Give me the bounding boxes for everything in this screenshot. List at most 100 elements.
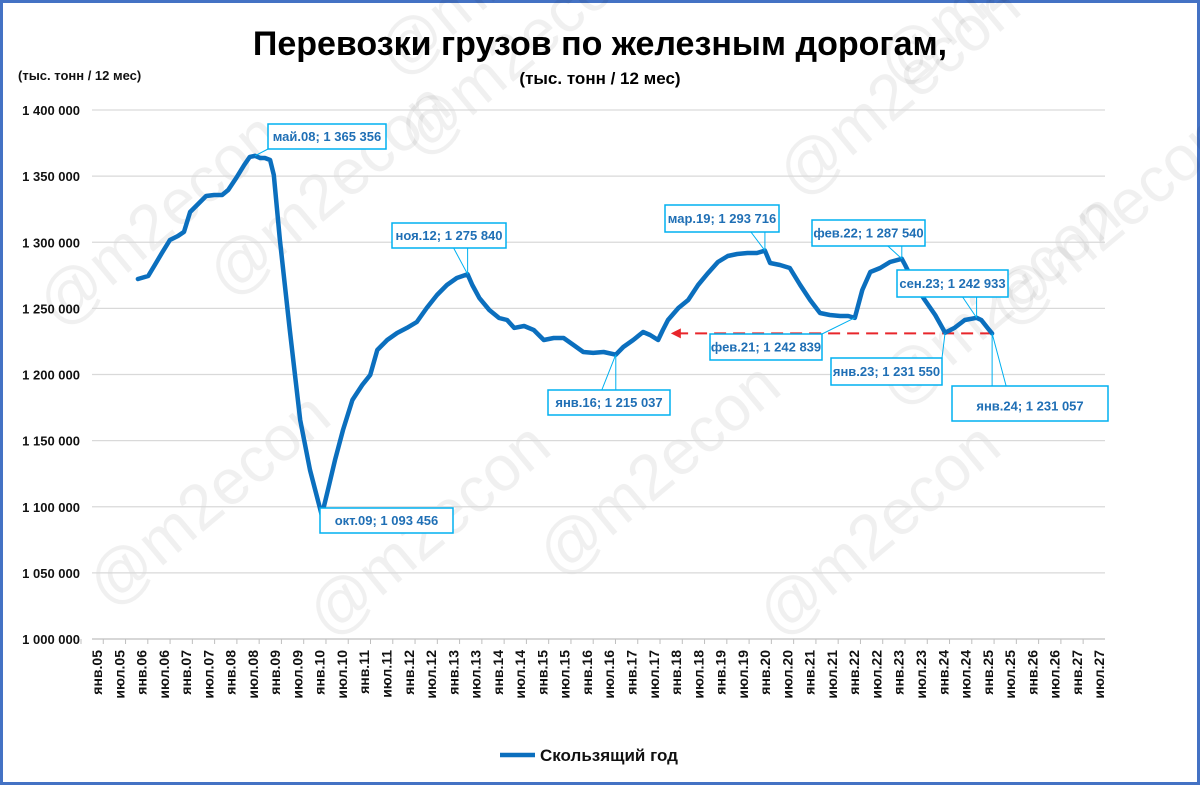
x-tick-label: июл.05 — [111, 650, 127, 699]
x-tick-label: янв.24 — [935, 650, 951, 695]
x-tick-label: янв.19 — [713, 650, 729, 695]
callout-leader — [991, 333, 1007, 387]
y-axis: 1 000 000 1 050 000 1 100 000 1 150 000 1 20… — [22, 103, 80, 647]
data-callout: май.08; 1 365 356 — [254, 123, 387, 157]
x-tick-label: июл.06 — [156, 650, 172, 699]
y-tick-label: 1 300 000 — [22, 235, 80, 250]
x-tick-label: янв.14 — [490, 650, 506, 695]
x-tick-label: янв.21 — [802, 650, 818, 695]
x-tick-label: янв.10 — [312, 650, 328, 695]
y-tick-label: 1 150 000 — [22, 434, 80, 449]
x-tick-label: июл.10 — [334, 650, 350, 699]
data-callout: ноя.12; 1 275 840 — [391, 222, 507, 275]
data-callout: мар.19; 1 293 716 — [664, 204, 780, 251]
x-tick-label: июл.15 — [557, 650, 573, 699]
x-tick-label: янв.09 — [267, 650, 283, 695]
x-tick-label: июл.11 — [379, 650, 395, 698]
callout-box — [547, 389, 671, 416]
callout-leader — [453, 247, 469, 275]
x-tick-label: янв.17 — [623, 650, 639, 695]
callout-leader — [254, 148, 269, 157]
callout-text: янв.23; 1 231 550 — [833, 364, 940, 379]
x-tick-label: янв.15 — [534, 650, 550, 695]
x-tick-label: июл.18 — [690, 650, 706, 699]
callout-leader — [941, 332, 946, 359]
chart-subtitle: (тыс. тонн / 12 мес) — [519, 69, 680, 88]
y-tick-label: 1 000 000 — [22, 632, 80, 647]
callout-text: фев.21; 1 242 839 — [711, 340, 821, 355]
callout-box — [896, 269, 1009, 298]
reference-line — [670, 328, 993, 339]
legend-label: Скользящий год — [540, 746, 678, 765]
x-tick-label: янв.13 — [445, 650, 461, 695]
x-tick-label: янв.06 — [134, 650, 150, 695]
y-tick-label: 1 250 000 — [22, 301, 80, 316]
x-tick-label: июл.25 — [1002, 650, 1018, 699]
callout-text: май.08; 1 365 356 — [273, 129, 382, 144]
x-tick-label: янв.07 — [178, 650, 194, 695]
callout-text: ноя.12; 1 275 840 — [395, 228, 502, 243]
data-callout: янв.16; 1 215 037 — [547, 354, 671, 416]
x-tick-label: янв.27 — [1069, 650, 1085, 695]
callout-box — [664, 204, 780, 233]
x-tick-label: июл.21 — [824, 650, 840, 699]
callout-leader — [887, 245, 903, 260]
x-tick-label: янв.23 — [891, 650, 907, 695]
y-tick-label: 1 400 000 — [22, 103, 80, 118]
callout-box — [830, 357, 943, 386]
callout-box — [951, 385, 1109, 422]
y-axis-unit-label: (тыс. тонн / 12 мес) — [18, 68, 141, 83]
x-tick-label: июл.23 — [913, 650, 929, 699]
x-tick-label: янв.12 — [401, 650, 417, 695]
callout-box — [319, 507, 454, 534]
x-tick-label: янв.26 — [1024, 650, 1040, 695]
y-tick-label: 1 200 000 — [22, 368, 80, 383]
data-callout: янв.23; 1 231 550 — [830, 332, 946, 386]
series-line-rolling-year — [135, 153, 995, 518]
chart-title: Перевозки грузов по железным дорогам, — [253, 25, 947, 63]
x-tick-label: янв.11 — [356, 650, 372, 694]
y-tick-label: 1 050 000 — [22, 566, 80, 581]
x-tick-label: июл.07 — [200, 650, 216, 699]
x-tick-label: июл.27 — [1091, 650, 1107, 699]
x-tick-label: июл.17 — [646, 650, 662, 699]
callout-box — [267, 123, 387, 150]
data-callout: окт.09; 1 093 456 — [319, 507, 454, 534]
x-tick-label: янв.16 — [579, 650, 595, 695]
callout-box — [811, 219, 926, 247]
x-tick-label: июл.08 — [245, 650, 261, 699]
callout-text: янв.16; 1 215 037 — [555, 395, 662, 410]
data-callout: фев.21; 1 242 839 — [709, 317, 855, 361]
callout-text: сен.23; 1 242 933 — [899, 276, 1005, 291]
data-callout: янв.24; 1 231 057 — [951, 333, 1109, 422]
callout-leader — [821, 317, 855, 335]
x-tick-label: июл.19 — [735, 650, 751, 699]
x-tick-label: июл.24 — [958, 650, 974, 699]
x-tick-label: янв.08 — [223, 650, 239, 695]
data-callout: сен.23; 1 242 933 — [896, 269, 1009, 319]
x-tick-label: июл.22 — [868, 650, 884, 699]
callout-leader — [601, 354, 617, 391]
x-tick-label: янв.18 — [668, 650, 684, 695]
x-tick-label: янв.05 — [89, 650, 105, 695]
callout-box — [709, 333, 823, 361]
x-tick-label: июл.20 — [779, 650, 795, 699]
callouts: май.08; 1 365 356 окт.09; 1 093 456 ноя.12… — [254, 123, 1109, 534]
callout-text: янв.24; 1 231 057 — [976, 398, 1083, 413]
arrow-head-icon — [670, 328, 681, 339]
x-tick-label: янв.25 — [980, 650, 996, 695]
x-tick-label: июл.16 — [601, 650, 617, 699]
x-tick-label: июл.14 — [512, 650, 528, 699]
y-tick-label: 1 350 000 — [22, 169, 80, 184]
legend: Скользящий год — [500, 746, 678, 765]
x-tick-label: янв.22 — [846, 650, 862, 695]
x-tick-label: июл.09 — [289, 650, 305, 699]
callout-leader — [750, 231, 766, 251]
callout-leader — [962, 296, 978, 319]
callout-text: окт.09; 1 093 456 — [335, 513, 439, 528]
y-tick-label: 1 100 000 — [22, 500, 80, 515]
callout-box — [391, 222, 507, 249]
x-tick-label: июл.26 — [1047, 650, 1063, 699]
data-callout: фев.22; 1 287 540 — [811, 219, 926, 260]
